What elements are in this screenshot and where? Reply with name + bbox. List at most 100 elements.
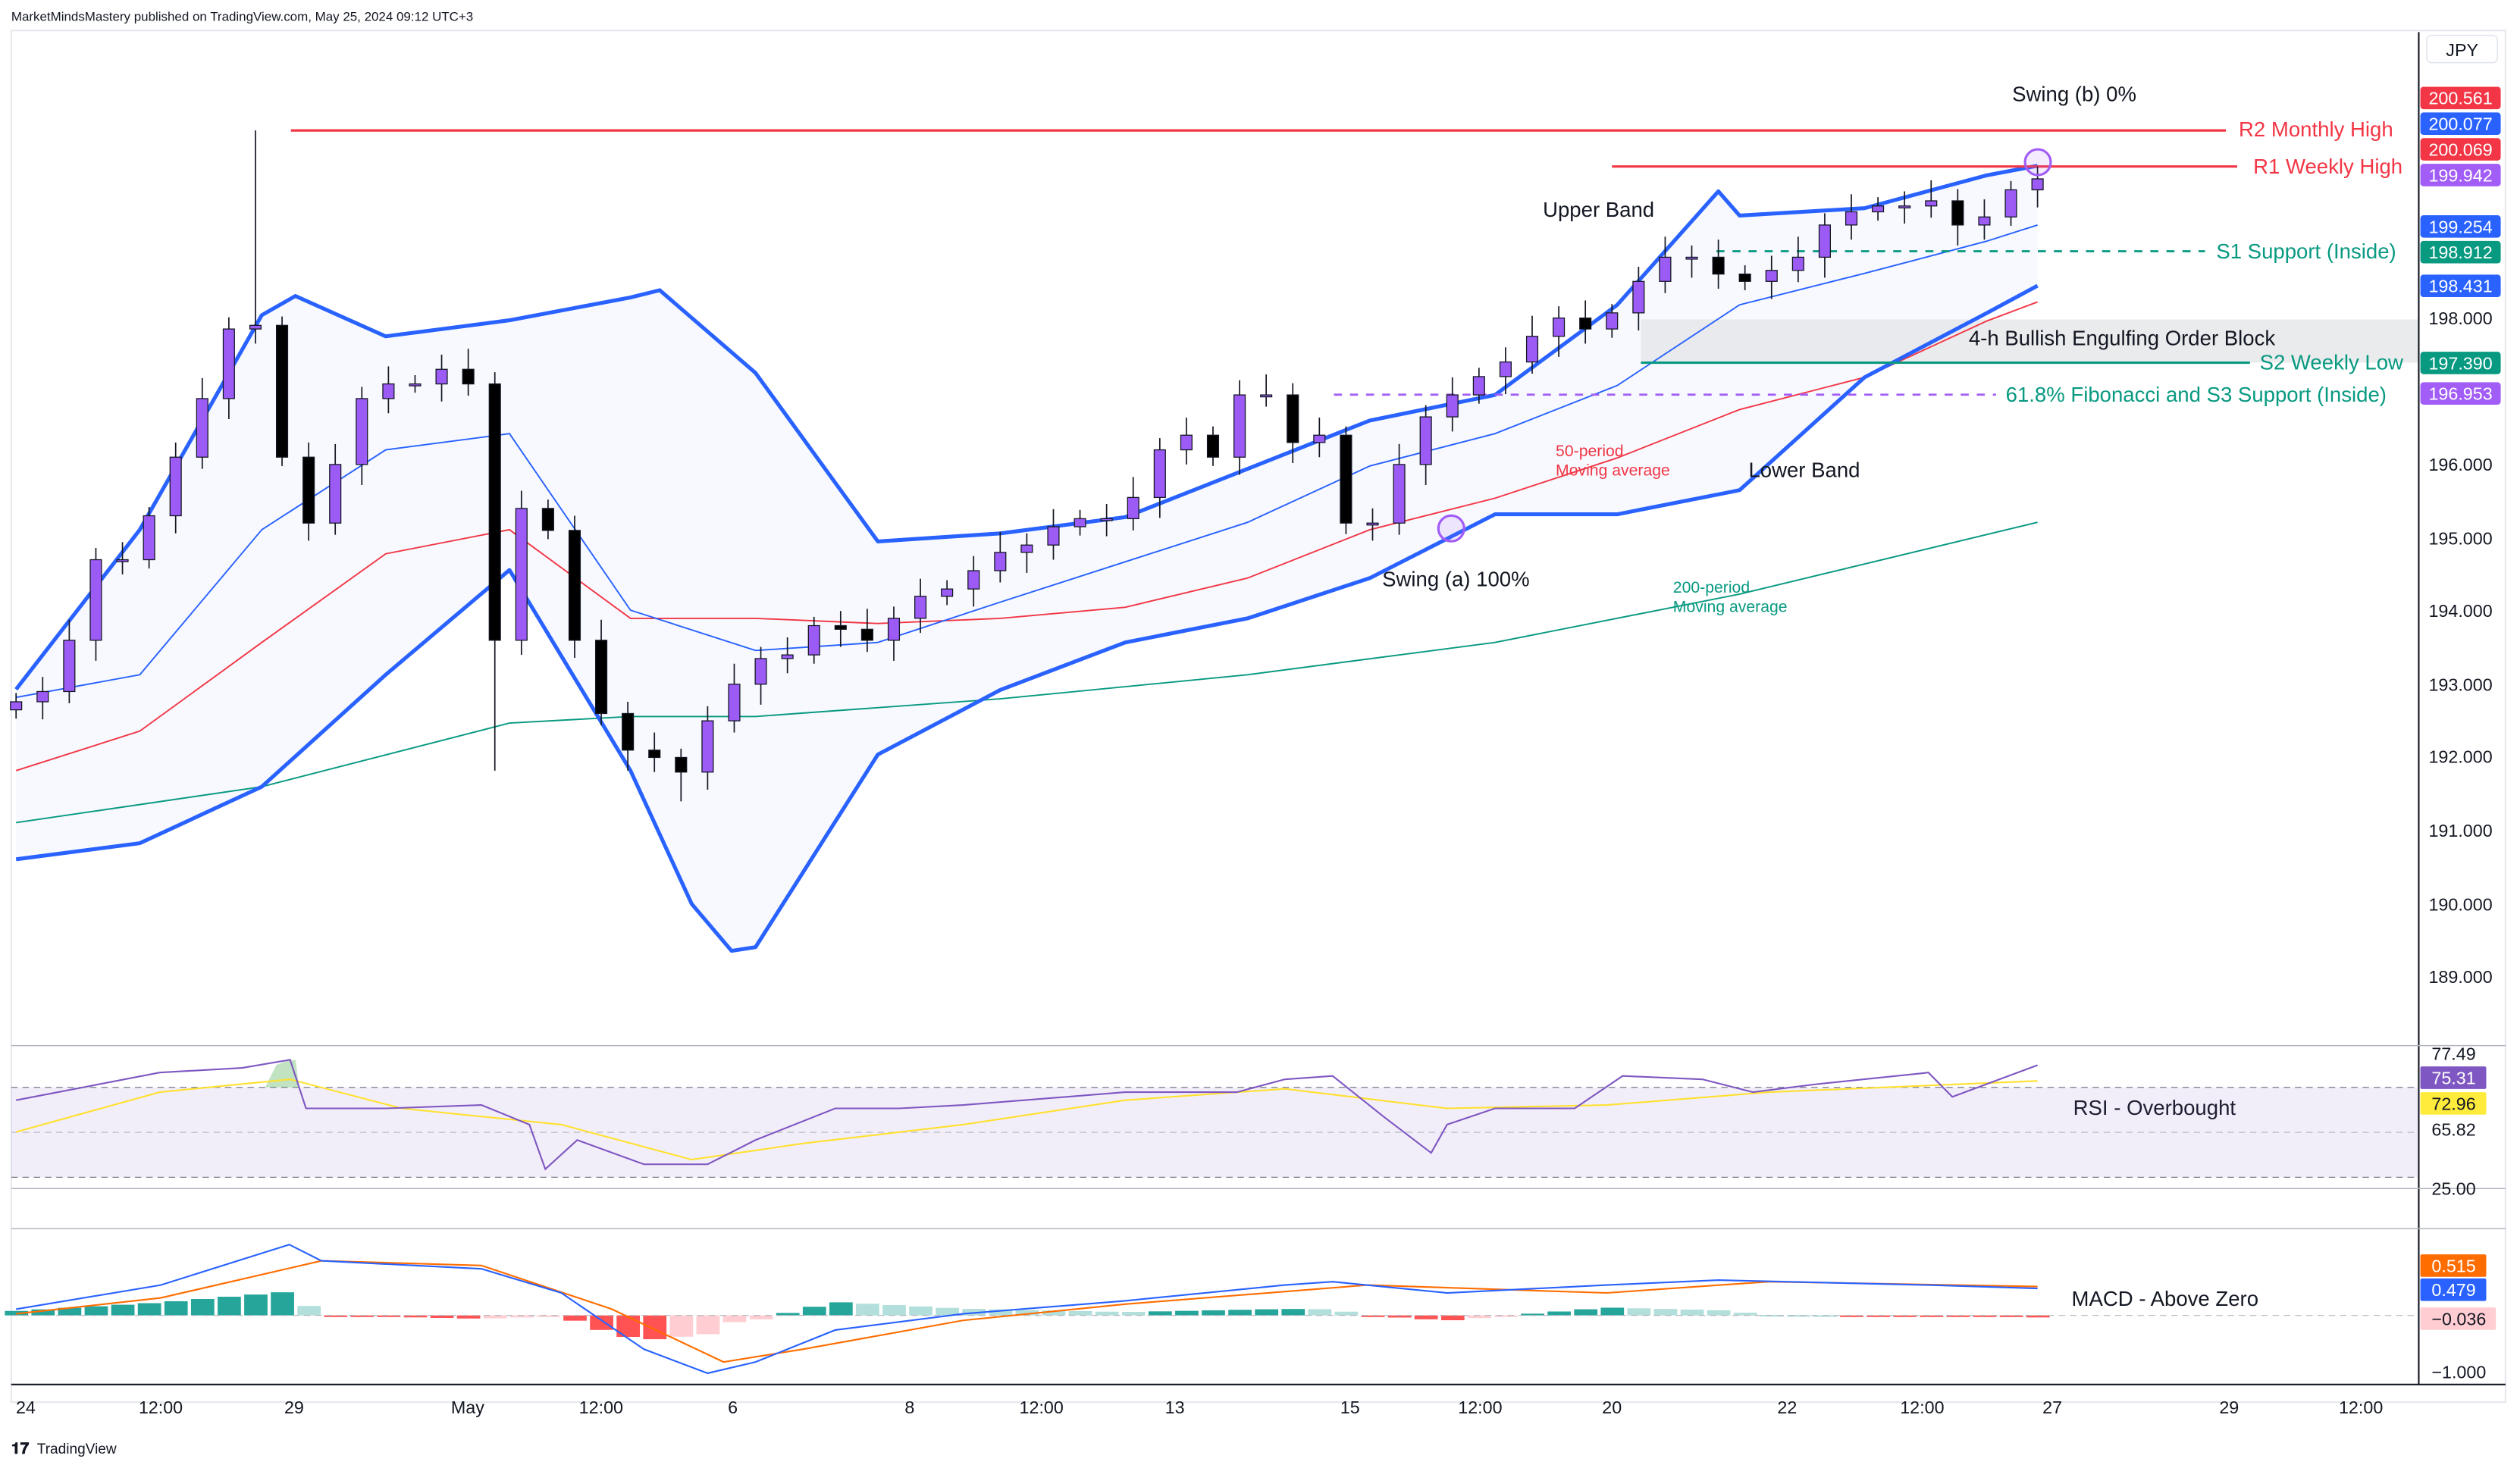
candle[interactable]: [1127, 477, 1139, 531]
candle[interactable]: [568, 515, 581, 659]
candle[interactable]: [382, 366, 395, 414]
macd-histogram-bar: [1627, 1308, 1651, 1316]
candle[interactable]: [728, 663, 741, 733]
candle[interactable]: [1738, 265, 1751, 290]
price-pane[interactable]: [10, 129, 2419, 953]
price-axis[interactable]: JPY 200.561 200.077 200.069 199.942 199.254 1…: [2420, 34, 2501, 987]
candle[interactable]: [648, 732, 661, 772]
candle[interactable]: [1153, 438, 1166, 518]
candle[interactable]: [941, 580, 954, 606]
candle[interactable]: [1579, 300, 1592, 344]
candle[interactable]: [807, 616, 820, 664]
time-tick-label: 12:00: [1900, 1398, 1944, 1417]
candle[interactable]: [914, 578, 927, 634]
candle[interactable]: [1206, 426, 1220, 466]
candle[interactable]: [675, 748, 688, 802]
candle[interactable]: [594, 619, 608, 725]
tradingview-footer[interactable]: 𝟏𝟕 TradingView: [11, 1440, 117, 1457]
candle[interactable]: [89, 548, 102, 661]
candle[interactable]: [1685, 245, 1698, 278]
candle[interactable]: [1287, 383, 1299, 463]
candle[interactable]: [1898, 191, 1911, 224]
candle[interactable]: [1260, 374, 1273, 407]
candle[interactable]: [435, 354, 448, 402]
candle[interactable]: [1313, 418, 1326, 458]
candle[interactable]: [1499, 347, 1512, 395]
candle[interactable]: [515, 490, 528, 656]
candle[interactable]: [275, 316, 289, 466]
candle[interactable]: [1393, 443, 1406, 535]
candle[interactable]: [1100, 504, 1113, 537]
time-tick-label: May: [451, 1398, 484, 1417]
candle[interactable]: [116, 542, 129, 574]
candle-body: [1872, 205, 1885, 213]
candle[interactable]: [1419, 405, 1432, 485]
candle[interactable]: [887, 606, 901, 661]
candle[interactable]: [834, 611, 847, 647]
candle[interactable]: [1606, 304, 1619, 338]
candle[interactable]: [1712, 239, 1725, 289]
candle[interactable]: [1659, 236, 1672, 293]
macd-histogram-bar: [1973, 1315, 1997, 1317]
candle[interactable]: [1872, 197, 1885, 221]
candle[interactable]: [1978, 199, 1991, 240]
candle[interactable]: [622, 701, 635, 771]
macd-histogram-bar: [1095, 1311, 1119, 1316]
candle[interactable]: [541, 499, 554, 540]
time-axis[interactable]: 24 12:00 29 May 12:00 6 8 12:00 13 15 12:00 20 22 12:…: [16, 1398, 2383, 1417]
candle[interactable]: [222, 317, 235, 419]
candle[interactable]: [329, 443, 342, 535]
candle[interactable]: [1525, 315, 1539, 374]
candle[interactable]: [63, 619, 76, 703]
candle[interactable]: [2031, 166, 2044, 208]
currency-button[interactable]: [2426, 34, 2499, 64]
candle[interactable]: [462, 349, 475, 396]
candle[interactable]: [1818, 213, 1831, 278]
candle[interactable]: [994, 531, 1007, 583]
candle[interactable]: [249, 130, 262, 344]
candle-body: [409, 383, 422, 387]
macd-histogram-bar: [1255, 1309, 1279, 1316]
candle[interactable]: [302, 442, 315, 541]
candle[interactable]: [1020, 533, 1033, 573]
candle[interactable]: [2004, 180, 2017, 226]
rsi-axis[interactable]: 77.49 65.82 25.00 75.31 72.96: [2420, 1044, 2487, 1199]
candle[interactable]: [1951, 189, 1964, 246]
candle[interactable]: [1765, 255, 1778, 299]
macd-histogram-bar: [190, 1299, 215, 1316]
macd-histogram-bar: [590, 1315, 613, 1330]
candle[interactable]: [1791, 236, 1804, 283]
candle-body: [914, 596, 927, 619]
rsi-pane[interactable]: [11, 1059, 2419, 1178]
candle[interactable]: [1446, 377, 1459, 432]
candle[interactable]: [860, 609, 873, 653]
candle[interactable]: [356, 387, 368, 485]
candle[interactable]: [1233, 380, 1246, 475]
macd-value-tag: [2420, 1254, 2487, 1277]
candle[interactable]: [488, 372, 501, 771]
candle[interactable]: [143, 506, 155, 569]
candle[interactable]: [1472, 368, 1485, 404]
candle[interactable]: [781, 637, 794, 674]
macd-axis[interactable]: 0.515 0.479 −0.036 −1.000: [2420, 1254, 2496, 1382]
candle[interactable]: [1845, 194, 1858, 240]
candle[interactable]: [10, 693, 23, 719]
candle[interactable]: [1366, 508, 1379, 541]
macd-histogram-bar: [1308, 1309, 1332, 1316]
candle[interactable]: [1925, 180, 1938, 218]
candle[interactable]: [1074, 509, 1086, 536]
candle[interactable]: [1047, 509, 1060, 560]
candle[interactable]: [701, 706, 714, 790]
candle-body: [2031, 178, 2044, 191]
candle[interactable]: [196, 377, 208, 469]
candle[interactable]: [36, 677, 49, 720]
candle[interactable]: [754, 646, 767, 705]
candle[interactable]: [1180, 418, 1193, 465]
candle[interactable]: [1632, 266, 1645, 331]
candle[interactable]: [967, 556, 980, 607]
candle[interactable]: [169, 442, 182, 534]
candle[interactable]: [1553, 306, 1566, 357]
candle[interactable]: [1340, 426, 1352, 534]
macd-pane[interactable]: [5, 1244, 2419, 1375]
candle[interactable]: [409, 374, 422, 393]
